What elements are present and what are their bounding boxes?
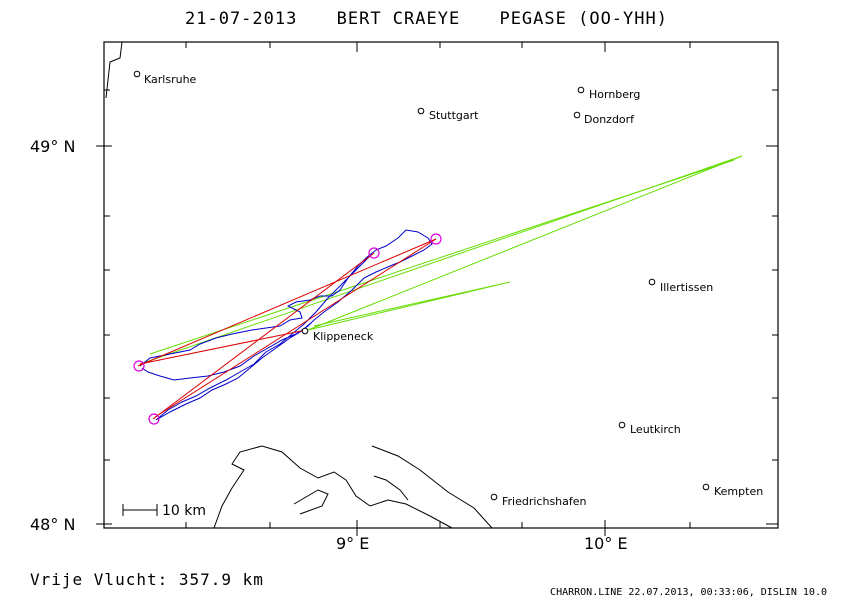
lat-label-49: 49° N xyxy=(30,137,75,156)
scale-bar-label: 10 km xyxy=(162,503,206,519)
place-labels: Karlsruhe Stuttgart Hornberg Donzdorf Il… xyxy=(144,73,763,508)
software-credit: CHARRON.LINE 22.07.2013, 00:33:06, DISLI… xyxy=(550,587,827,598)
river-line xyxy=(105,41,123,99)
map-frame xyxy=(103,41,779,529)
pilot-name: BERT CRAEYE xyxy=(336,9,461,29)
leutkirch-label: Leutkirch xyxy=(630,423,681,436)
karlsruhe-label: Karlsruhe xyxy=(144,73,197,86)
kempten-marker xyxy=(702,483,710,491)
stuttgart-marker xyxy=(417,107,425,115)
glider-name: PEGASE (OO-YHH) xyxy=(499,9,668,29)
lake-constance-coast xyxy=(213,445,493,529)
flight-date: 21-07-2013 xyxy=(185,9,298,29)
map-title: 21-07-2013 BERT CRAEYE PEGASE (OO-YHH) xyxy=(0,9,853,29)
leutkirch-marker xyxy=(618,421,626,429)
hornberg-label: Hornberg xyxy=(589,88,640,101)
lat-label-48: 48° N xyxy=(30,515,75,534)
illertissen-label: Illertissen xyxy=(660,281,713,294)
turnpoint-south xyxy=(148,413,160,425)
turnpoint-east xyxy=(430,233,442,245)
stuttgart-label: Stuttgart xyxy=(429,109,479,122)
donzdorf-marker xyxy=(573,111,581,119)
klippeneck-label: Klippeneck xyxy=(313,330,374,343)
turnpoints xyxy=(133,233,442,425)
distance-summary: Vrije Vlucht: 357.9 km xyxy=(30,570,264,589)
flight-trace xyxy=(139,229,433,421)
klippeneck-marker xyxy=(301,327,309,335)
place-markers xyxy=(133,70,710,501)
kempten-label: Kempten xyxy=(714,485,763,498)
hornberg-marker xyxy=(577,86,585,94)
left-ticks xyxy=(96,42,778,536)
lon-label-10: 10° E xyxy=(584,534,628,553)
task-legs xyxy=(137,238,437,420)
karlsruhe-marker xyxy=(133,70,141,78)
turnpoint-west xyxy=(133,360,145,372)
friedrichshafen-marker xyxy=(490,493,498,501)
green-track xyxy=(139,155,743,365)
lon-label-9: 9° E xyxy=(336,534,369,553)
illertissen-marker xyxy=(648,278,656,286)
scale-bar: 10 km xyxy=(122,503,206,519)
friedrichshafen-label: Friedrichshafen xyxy=(502,495,587,508)
donzdorf-label: Donzdorf xyxy=(584,113,635,126)
turnpoint-north xyxy=(368,247,380,259)
